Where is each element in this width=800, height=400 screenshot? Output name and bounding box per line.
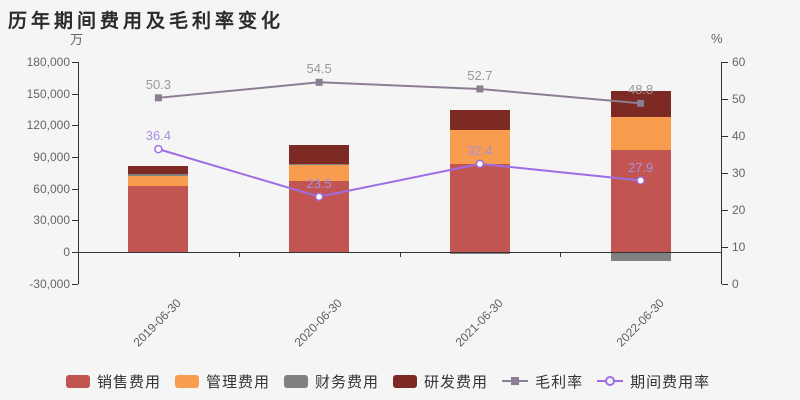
bar-研发费用-2020-06-30[interactable] (289, 145, 350, 164)
legend-swatch-icon-财务费用 (284, 374, 309, 388)
left-axis-tick (72, 283, 78, 285)
bar-研发费用-2021-06-30[interactable] (449, 109, 510, 131)
bar-财务费用-2022-06-30[interactable] (610, 251, 671, 262)
legend-swatch-icon-研发费用 (393, 374, 418, 388)
x-axis-tick (399, 251, 401, 257)
legend-item-期间费用率[interactable]: 期间费用率 (597, 371, 710, 392)
left-axis-tick-label: 0 (63, 244, 70, 259)
legend: 销售费用 管理费用 财务费用 研发费用 毛利率 期间费用率 (66, 371, 710, 392)
right-axis-tick-label: 20 (732, 202, 746, 217)
left-axis-tick-label: 120,000 (26, 118, 70, 133)
point-label-毛利率: 52.7 (467, 67, 493, 83)
legend-circle-icon (605, 376, 616, 386)
bar-销售费用-2021-06-30[interactable] (449, 164, 510, 252)
line-期间费用率 (158, 148, 641, 198)
right-axis-tick (722, 209, 728, 211)
left-axis-tick (72, 156, 78, 158)
point-label-毛利率: 54.5 (306, 61, 332, 77)
point-label-毛利率: 50.3 (145, 76, 172, 92)
right-axis-tick (722, 172, 728, 174)
bar-财务费用-2019-06-30[interactable] (128, 174, 189, 177)
bar-管理费用-2022-06-30[interactable] (610, 116, 671, 150)
left-axis-tick-label: 90,000 (33, 149, 70, 164)
left-axis-tick (72, 125, 78, 127)
right-axis-tick (722, 246, 728, 248)
legend-item-label: 销售费用 (97, 373, 162, 391)
left-axis-tick (72, 93, 78, 95)
right-axis-tick-label: 30 (732, 165, 746, 180)
left-axis-tick (72, 220, 78, 222)
right-axis-tick (722, 135, 728, 137)
left-axis-tick-label: 60,000 (33, 181, 70, 196)
right-axis-tick (722, 62, 728, 63)
point-label-毛利率: 48.8 (627, 82, 654, 98)
legend-item-财务费用[interactable]: 财务费用 (284, 371, 379, 392)
bar-研发费用-2019-06-30[interactable] (128, 166, 189, 175)
legend-swatch-icon-管理费用 (175, 374, 200, 388)
marker-square-icon-毛利率[interactable] (154, 94, 162, 102)
right-axis-tick-label: 50 (732, 91, 746, 106)
x-axis-tick (238, 251, 240, 257)
legend-item-毛利率[interactable]: 毛利率 (502, 371, 583, 392)
legend-item-label: 毛利率 (535, 373, 584, 391)
legend-item-销售费用[interactable]: 销售费用 (66, 371, 161, 392)
chart-title: 历年期间费用及毛利率变化 (8, 11, 285, 32)
left-axis-unit-label: 万 (70, 32, 84, 47)
point-label-期间费用率: 36.4 (145, 128, 172, 144)
x-axis-tick (560, 251, 562, 257)
left-axis-tick-label: 180,000 (26, 55, 70, 69)
legend-swatch-icon-销售费用 (66, 374, 90, 388)
legend-item-研发费用[interactable]: 研发费用 (393, 371, 488, 392)
bar-财务费用-2021-06-30[interactable] (449, 251, 510, 254)
left-axis-tick-label: -30,000 (29, 276, 70, 291)
point-label-期间费用率: 32.4 (467, 142, 493, 158)
marker-square-icon-毛利率[interactable] (476, 85, 484, 93)
x-axis-zero-line (78, 251, 721, 253)
legend-square-icon (511, 377, 520, 385)
legend-item-label: 管理费用 (206, 373, 271, 391)
right-axis-tick (722, 98, 728, 100)
right-axis-tick-label: 10 (732, 239, 746, 254)
bar-管理费用-2019-06-30[interactable] (128, 176, 189, 187)
legend-item-label: 财务费用 (315, 373, 380, 391)
bar-销售费用-2019-06-30[interactable] (128, 186, 189, 252)
legend-line-marker-icon-期间费用率 (597, 374, 624, 388)
left-axis-line (78, 62, 79, 284)
right-axis-tick-label: 40 (732, 128, 746, 143)
point-label-期间费用率: 23.5 (306, 175, 332, 191)
legend-item-管理费用[interactable]: 管理费用 (175, 371, 270, 392)
legend-item-label: 研发费用 (424, 373, 489, 391)
right-axis-unit-label: % (711, 31, 723, 46)
line-毛利率 (158, 81, 641, 105)
left-axis-tick (72, 251, 78, 253)
right-axis-tick-label: 0 (732, 276, 739, 291)
legend-line-marker-icon-毛利率 (502, 374, 529, 388)
bar-销售费用-2020-06-30[interactable] (289, 181, 350, 252)
left-axis-tick-label: 150,000 (26, 86, 70, 101)
legend-item-label: 期间费用率 (630, 373, 711, 391)
right-axis-tick (722, 283, 728, 285)
marker-square-icon-毛利率[interactable] (315, 78, 323, 86)
left-axis-tick (72, 62, 78, 63)
left-axis-tick (72, 188, 78, 190)
marker-circle-icon-期间费用率[interactable] (154, 144, 163, 154)
right-axis-line (721, 62, 722, 284)
right-axis-tick-label: 60 (732, 55, 746, 69)
point-label-期间费用率: 27.9 (627, 159, 654, 175)
left-axis-tick-label: 30,000 (33, 213, 70, 228)
